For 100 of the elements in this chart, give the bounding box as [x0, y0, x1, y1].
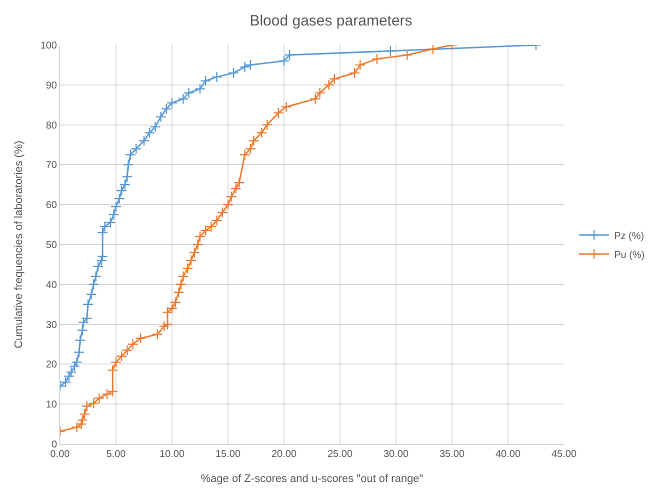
- point: [188, 246, 200, 258]
- x-tick-label: 20.00: [271, 449, 297, 460]
- point: [69, 360, 80, 372]
- point: [99, 221, 110, 232]
- point: [107, 386, 118, 397]
- point: [116, 185, 128, 196]
- point: [182, 262, 194, 274]
- point: [175, 278, 186, 290]
- x-tick-label: 25.00: [327, 449, 353, 460]
- point: [278, 55, 290, 66]
- point: [96, 254, 107, 266]
- point: [122, 171, 133, 182]
- point: [166, 97, 178, 108]
- point: [125, 149, 136, 160]
- point: [114, 193, 125, 204]
- point: [200, 75, 212, 86]
- point: [173, 286, 184, 298]
- point: [186, 254, 197, 266]
- point: [78, 316, 90, 328]
- point: [234, 177, 245, 188]
- point: [122, 159, 134, 170]
- point: [74, 334, 86, 346]
- point: [280, 101, 292, 112]
- point: [82, 298, 94, 310]
- point: [81, 312, 92, 324]
- point: [119, 179, 130, 190]
- point: [71, 356, 82, 368]
- y-axis-title: Cumulative frequencies of laboratories (%): [12, 140, 25, 348]
- legend-label: Pu (%): [614, 250, 645, 261]
- point: [354, 59, 366, 70]
- x-tick-label: 15.00: [215, 449, 241, 460]
- point: [427, 45, 438, 54]
- point: [66, 366, 77, 378]
- point: [244, 143, 256, 154]
- point: [135, 332, 146, 344]
- x-tick-label: 40.00: [495, 449, 521, 460]
- point: [211, 71, 222, 82]
- point: [74, 346, 85, 358]
- y-tick-label: 80: [46, 120, 58, 132]
- point: [138, 135, 150, 146]
- point: [155, 111, 166, 122]
- point: [230, 183, 242, 194]
- point: [384, 45, 396, 56]
- point: [150, 121, 161, 132]
- y-tick-label: 90: [46, 80, 58, 92]
- point: [314, 87, 326, 98]
- point: [272, 107, 284, 118]
- point: [152, 328, 163, 340]
- x-tick-label: 30.00: [383, 449, 409, 460]
- point: [248, 135, 260, 146]
- point: [239, 61, 250, 72]
- point: [92, 260, 104, 272]
- point: [108, 209, 120, 220]
- point: [349, 67, 360, 78]
- point: [160, 103, 172, 114]
- y-tick-label: 40: [46, 280, 58, 291]
- point: [110, 356, 122, 368]
- point: [79, 408, 90, 420]
- y-tick-label: 30: [46, 320, 58, 331]
- point: [76, 414, 88, 426]
- point: [81, 400, 92, 412]
- point: [284, 49, 296, 60]
- point: [211, 215, 222, 226]
- point: [194, 83, 206, 94]
- point: [76, 418, 87, 430]
- point: [60, 376, 72, 388]
- point: [88, 278, 100, 290]
- x-tick-label: 45.00: [551, 449, 577, 460]
- point: [127, 338, 138, 350]
- point: [222, 199, 234, 210]
- point: [262, 119, 273, 130]
- point: [239, 149, 250, 160]
- point: [97, 250, 108, 262]
- point: [244, 59, 256, 70]
- point: [178, 93, 189, 104]
- point: [88, 398, 100, 409]
- point: [216, 207, 228, 218]
- point: [158, 320, 170, 332]
- point: [116, 350, 128, 362]
- point: [200, 225, 212, 236]
- point: [323, 79, 334, 90]
- point: [226, 191, 237, 202]
- point: [130, 143, 142, 154]
- x-tick-label: 35.00: [439, 449, 465, 460]
- point: [178, 270, 189, 282]
- point: [90, 270, 102, 282]
- point: [328, 73, 340, 84]
- x-tick-label: 0.00: [50, 449, 70, 460]
- y-tick-label: 10: [46, 400, 58, 411]
- point: [183, 87, 194, 98]
- point: [192, 239, 204, 250]
- y-tick-label: 60: [46, 200, 58, 212]
- point: [76, 324, 88, 336]
- chart-title: Blood gases parameters: [250, 12, 412, 30]
- point: [122, 344, 133, 356]
- point: [86, 288, 97, 300]
- point: [97, 227, 108, 238]
- y-tick-label: 70: [46, 160, 58, 172]
- y-tick-label: 0: [51, 440, 58, 450]
- point: [194, 231, 206, 242]
